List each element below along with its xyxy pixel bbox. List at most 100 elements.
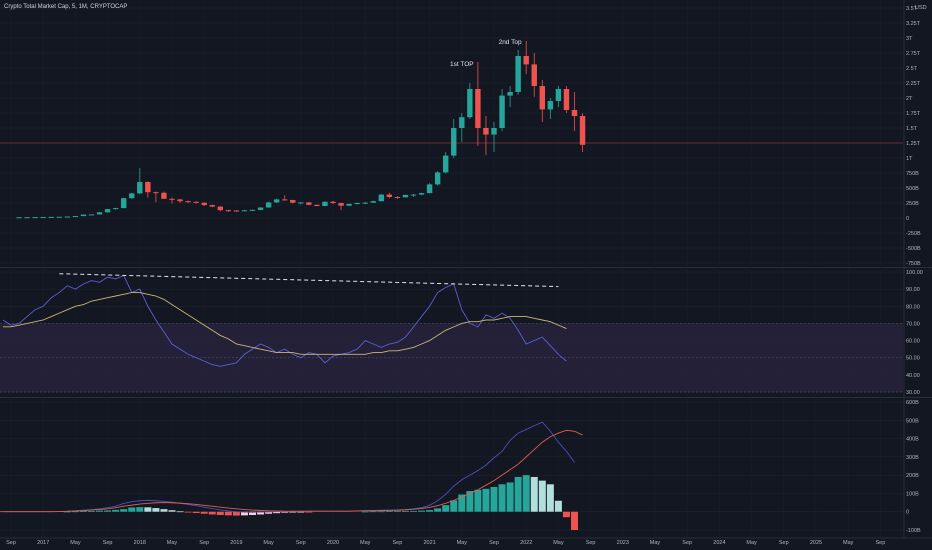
price-axis-tick-label: 1.25T [906, 141, 921, 147]
candle-body [104, 209, 111, 213]
candle-body [394, 197, 401, 198]
price-axis-tick-label: 0 [906, 216, 909, 222]
candle-body [467, 89, 473, 118]
macd-histogram-bar [257, 511, 265, 515]
macd-histogram-bar [498, 484, 506, 512]
candle-body [571, 110, 578, 116]
time-axis-label: May [457, 540, 468, 546]
time-axis-label: Sep [682, 540, 692, 546]
price-axis-tick-label: 2.5T [906, 66, 918, 72]
candle-body [459, 117, 465, 128]
candle-body [451, 128, 457, 156]
candle-body [257, 207, 264, 210]
signal-line [0, 429, 583, 513]
price-pane [0, 41, 903, 219]
candle-body [306, 202, 312, 205]
candle-body [129, 193, 135, 199]
macd-histogram-bar [144, 507, 152, 512]
time-axis-label: 2022 [520, 540, 532, 546]
candle-body [137, 182, 143, 194]
macd-histogram-bar [240, 511, 248, 516]
macd-histogram-bar [79, 511, 87, 512]
macd-histogram-bar [482, 488, 490, 512]
candle-body [499, 95, 505, 128]
macd-histogram-bar [249, 511, 256, 516]
rsi-band [0, 323, 903, 393]
annotations: 1st TOP 2nd Top [450, 39, 522, 68]
candle-body [563, 89, 570, 110]
time-axis-label: May [746, 540, 757, 546]
candle-body [330, 201, 336, 203]
macd-histogram-bar [458, 494, 466, 512]
candle-body [410, 194, 417, 196]
macd-axis-tick-label: 600B [906, 400, 919, 406]
time-axis-label: Sep [296, 540, 306, 546]
time-axis-label: Sep [779, 540, 789, 546]
price-axis-tick-label: 500B [906, 186, 919, 192]
candle-body [354, 203, 360, 204]
candle-body [378, 194, 384, 202]
candle-body [233, 210, 240, 212]
rsi-line [2, 274, 567, 367]
candle-body [491, 128, 497, 135]
candle-body [338, 203, 344, 206]
macd-histogram-bar [71, 511, 79, 513]
candle-body [346, 203, 352, 206]
macd-histogram-bar [466, 491, 474, 512]
macd-histogram-bar [377, 511, 385, 513]
time-axis-label: 2021 [423, 540, 435, 546]
price-axis-tick-label: 250B [906, 201, 919, 207]
macd-histogram-bar [418, 510, 426, 512]
time-axis-label: 2025 [810, 540, 822, 546]
price-axis-tick-label: -750B [906, 261, 921, 267]
candle-body [579, 116, 586, 145]
candle-body [201, 202, 207, 206]
candle-body [547, 101, 554, 110]
macd-histogram-bar [265, 511, 273, 514]
macd-histogram-bar [273, 511, 281, 514]
candle-body [298, 202, 304, 204]
time-axis-label: Sep [586, 540, 596, 546]
symbol-header[interactable]: Crypto Total Market Cap, 5, 1M, CRYPTOCA… [4, 4, 128, 10]
macd-histogram-bar [136, 507, 144, 512]
macd-histogram-bar [112, 509, 120, 512]
rsi-axis-tick-label: 30.00 [906, 390, 920, 396]
price-axis-tick-label: 750B [906, 171, 919, 177]
macd-histogram-bar [297, 511, 305, 513]
candle-body [515, 56, 521, 92]
macd-histogram-bar [305, 511, 313, 513]
macd-axis-tick-label: 100B [906, 491, 919, 497]
candle-body [24, 217, 30, 219]
time-axis-label: 2017 [37, 540, 49, 546]
macd-histogram-bar [96, 510, 104, 512]
candle-body [112, 208, 119, 210]
macd-histogram-bar [554, 500, 562, 512]
price-axis-tick-label: -500B [906, 246, 921, 252]
time-axis-label: May [167, 540, 178, 546]
candle-body [322, 201, 328, 206]
macd-histogram-bar [128, 507, 136, 512]
time-axis-label: May [360, 540, 371, 546]
macd-histogram-bar [538, 480, 546, 512]
candle-body [386, 194, 393, 197]
candle-body [193, 201, 199, 203]
rsi-axis-tick-label: 40.00 [906, 373, 920, 379]
macd-histogram-bar [88, 510, 95, 512]
macd-histogram-bar [63, 511, 71, 513]
time-axis-label: Sep [199, 540, 209, 546]
macd-histogram-bar [401, 511, 409, 512]
time-axis-label: 2023 [617, 540, 629, 546]
macd-histogram-bar [410, 510, 417, 512]
annotation-label: 1st TOP [450, 61, 474, 68]
candle-body [434, 172, 441, 185]
time-axis-label: 2019 [230, 540, 242, 546]
candle-body [121, 198, 127, 209]
candle-body [96, 212, 103, 215]
rsi-axis-tick-label: 70.00 [906, 321, 920, 327]
macd-histogram-bar [474, 489, 482, 512]
candle-body [16, 217, 22, 219]
candle-body [64, 216, 71, 218]
candle-body [402, 194, 409, 198]
macd-histogram-bar [192, 511, 200, 513]
price-axis-tick-label: 3.5T [906, 6, 918, 12]
